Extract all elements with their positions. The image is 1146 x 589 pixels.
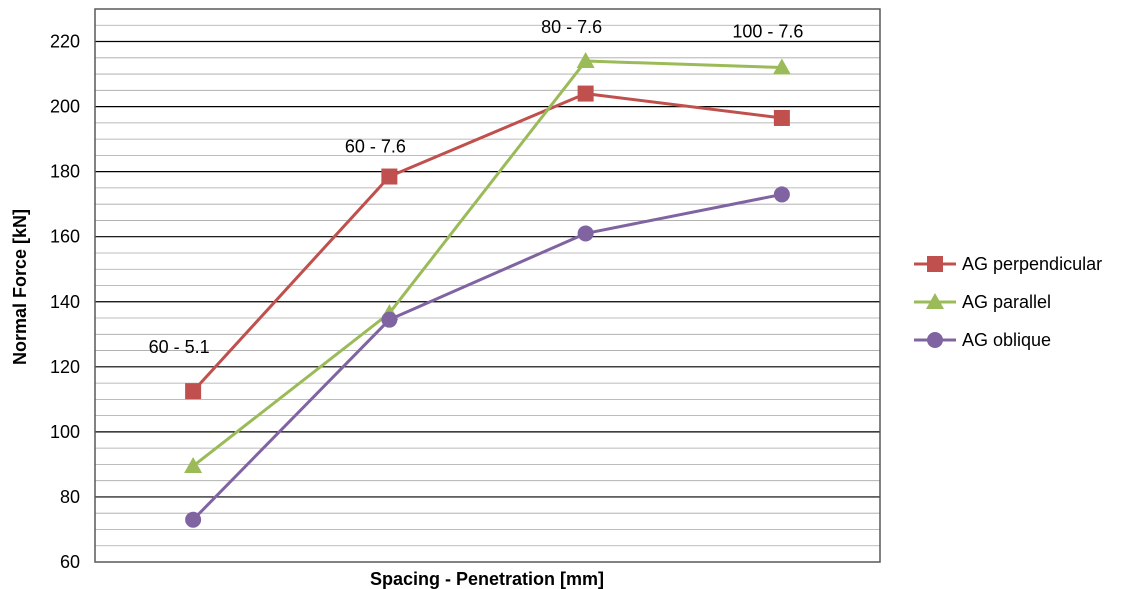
plot-border [94,8,881,563]
series-ag-perpendicular [185,85,790,400]
data-point-square [773,109,790,126]
legend-item: AG oblique [914,330,1051,350]
legend-item: AG parallel [914,292,1051,312]
y-tick-label: 100 [50,422,80,442]
y-axis-title: Normal Force [kN] [10,209,30,365]
legend-item: AG perpendicular [914,254,1102,274]
data-point-square [927,256,943,272]
y-tick-label: 180 [50,162,80,182]
data-point-circle [381,311,398,328]
data-point-triangle [926,293,944,309]
y-tick-label: 120 [50,357,80,377]
minor-grid [95,24,880,547]
legend-label: AG perpendicular [962,254,1102,274]
series-line [192,59,782,468]
data-point-square [185,383,202,400]
major-grid [95,40,880,498]
legend-label: AG oblique [962,330,1051,350]
y-tick-label: 160 [50,227,80,247]
data-point-square [381,168,398,185]
point-labels: 60 - 5.1 60 - 7.6 80 - 7.6 100 - 7.6 [149,17,804,357]
x-axis-title: Spacing - Penetration [mm] [370,569,604,589]
data-point-triangle [184,457,203,474]
y-tick-label: 200 [50,97,80,117]
data-point-triangle [576,52,595,69]
data-point-square [577,85,594,102]
data-point-triangle [772,58,791,75]
point-label: 80 - 7.6 [541,17,602,37]
point-label: 100 - 7.6 [732,22,803,42]
data-point-circle [773,186,790,203]
data-point-circle [927,332,943,348]
y-tick-label: 60 [60,552,80,572]
y-tick-label: 140 [50,292,80,312]
data-point-circle [577,225,594,242]
legend-label: AG parallel [962,292,1051,312]
legend: AG perpendicular AG parallel AG oblique [914,254,1102,350]
y-tick-label: 220 [50,32,80,52]
point-label: 60 - 5.1 [149,337,210,357]
data-point-circle [185,511,202,528]
y-tick-label: 80 [60,487,80,507]
point-label: 60 - 7.6 [345,137,406,157]
series-line [192,92,783,393]
series-layer [184,52,791,528]
series-line [192,192,783,521]
series-ag-oblique [185,186,790,528]
y-axis-tick-labels: 60 80 100 120 140 160 180 200 220 [50,32,80,572]
